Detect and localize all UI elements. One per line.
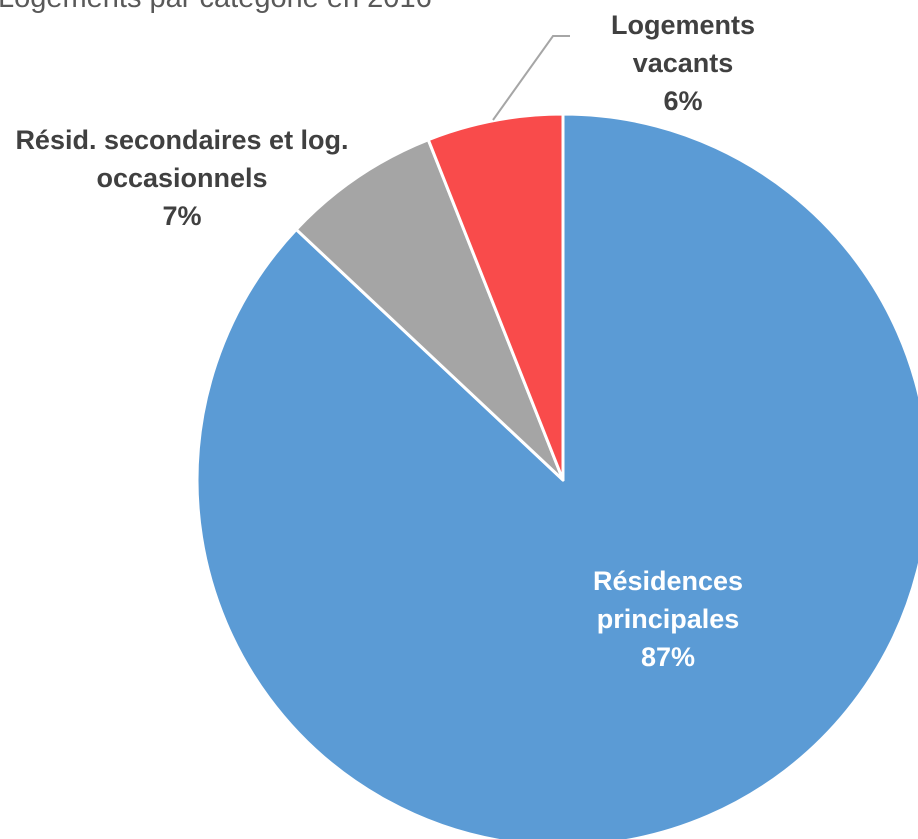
value-label: 6% <box>663 86 703 116</box>
pie-slice <box>426 112 565 482</box>
category-label: Logements vacants <box>610 10 756 78</box>
value-label: 87% <box>640 642 696 672</box>
category-label: Résidences principales <box>592 566 744 634</box>
pie <box>195 112 918 839</box>
leader-line <box>492 35 570 121</box>
pie-slice <box>294 138 565 482</box>
category-label: Résid. secondaires et log. occasionnels <box>15 125 349 193</box>
slice-label: Logements vacants 6% <box>598 6 768 120</box>
value-label: 7% <box>162 201 202 231</box>
slice-label: Résid. secondaires et log. occasionnels … <box>4 121 360 235</box>
chart-title: Logements par catégorie en 2016 <box>0 0 432 15</box>
slice-label: Résidences principales 87% <box>558 562 778 676</box>
